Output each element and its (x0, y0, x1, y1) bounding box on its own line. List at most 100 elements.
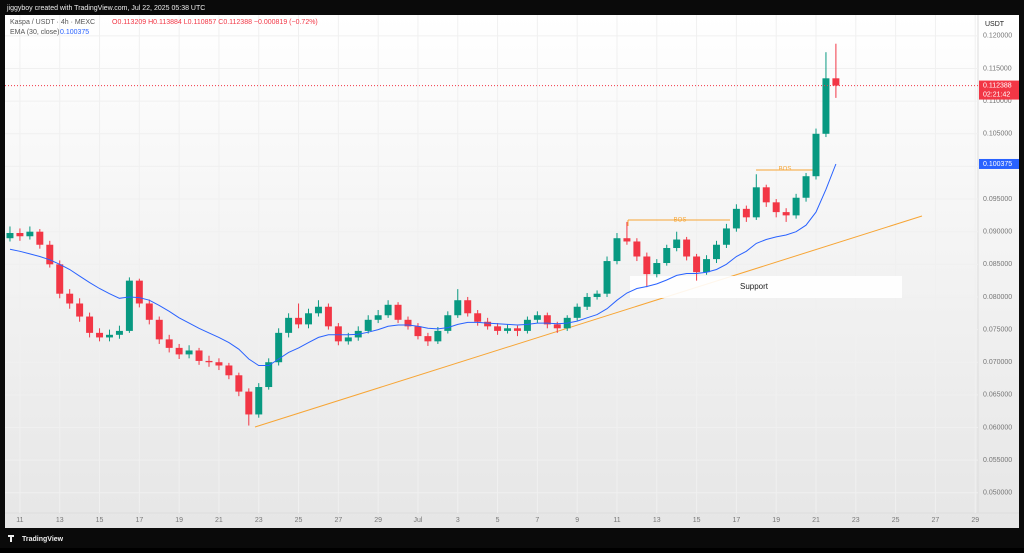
x-tick-label: 13 (56, 517, 64, 524)
candle-body (812, 133, 820, 177)
x-tick-label: 11 (16, 517, 23, 524)
candle-body (494, 326, 502, 331)
candle-body (195, 350, 203, 361)
candle-body (772, 202, 780, 213)
candle-body (802, 176, 810, 198)
y-tick-label: 0.050000 (983, 490, 1012, 497)
author-line: jiggyboy created with TradingView.com, J… (6, 5, 205, 12)
candle-body (16, 232, 24, 237)
x-tick-label: 29 (971, 517, 979, 524)
ema-price-label: 0.100375 (983, 161, 1012, 168)
brand: TradingView (22, 536, 64, 543)
ema-line (9, 163, 837, 366)
candle-body (484, 321, 492, 327)
candle-body (26, 231, 34, 237)
candle-body (334, 326, 342, 342)
x-tick-label: Jul (413, 517, 422, 524)
candle-body (633, 241, 641, 257)
candle-body (683, 239, 691, 257)
candle-body (115, 330, 123, 335)
candle-body (394, 304, 402, 320)
candle-body (762, 187, 770, 203)
x-tick-label: 25 (295, 517, 303, 524)
symbol: Kaspa / USDT · 4h · MEXC (10, 19, 95, 26)
candle-body (782, 212, 790, 216)
candle-body (66, 293, 74, 304)
y-tick-label: 0.060000 (983, 424, 1012, 431)
candle-body (464, 300, 472, 314)
brand-logo (8, 535, 14, 542)
candle-body (722, 228, 730, 245)
marks (5, 43, 978, 426)
x-tick-label: 13 (653, 517, 661, 524)
support-zone (630, 276, 902, 298)
candle-body (673, 239, 681, 249)
candle-body (374, 315, 382, 320)
candle-body (285, 317, 293, 333)
candle-body (255, 387, 263, 415)
candle-body (434, 330, 442, 342)
candle-body (165, 339, 173, 348)
candle-body (404, 319, 412, 327)
candle-body (305, 313, 312, 325)
x-tick-label: 27 (334, 517, 342, 524)
candle-body (235, 375, 243, 392)
y-tick-label: 0.120000 (983, 33, 1012, 40)
candle-body (583, 296, 591, 307)
candle-body (106, 334, 113, 338)
candle-body (384, 304, 392, 316)
candle-body (653, 263, 661, 275)
x-tick-label: 5 (496, 517, 500, 524)
candle-body (663, 248, 671, 264)
candle-body (543, 315, 551, 325)
x-tick-label: 15 (693, 517, 701, 524)
y-tick-label: 0.085000 (983, 261, 1012, 268)
candle-body (444, 315, 452, 331)
candle-body (205, 360, 213, 363)
candle-body (414, 326, 422, 337)
candle-body (643, 256, 651, 275)
candle-body (125, 280, 133, 331)
ema-legend-value: 0.100375 (60, 29, 89, 36)
candle-body (56, 264, 64, 294)
trend-line (254, 215, 923, 428)
ohlc-line: O0.113209 H0.113884 L0.110857 C0.112388 … (112, 19, 318, 26)
y-tick-label: 0.115000 (983, 65, 1012, 72)
candle-body (553, 324, 561, 329)
x-tick-label: 25 (892, 517, 900, 524)
y-tick-label: 0.110000 (983, 98, 1012, 105)
x-tick-label: 21 (215, 517, 223, 524)
candle-body (593, 293, 601, 297)
candle-body (832, 78, 840, 86)
candle-body (364, 319, 372, 331)
candle-body (145, 303, 153, 320)
candle-body (573, 306, 581, 318)
candle-body (275, 332, 283, 363)
x-tick-label: 9 (575, 517, 579, 524)
candle-body (295, 317, 303, 325)
y-tick-label: 0.065000 (983, 392, 1012, 399)
x-tick-label: 23 (255, 517, 263, 524)
grid (5, 15, 978, 513)
y-tick-label: 0.055000 (983, 457, 1012, 464)
candle-body (822, 78, 830, 134)
drawings: BOS BOS Support (254, 167, 923, 428)
candle-body (474, 313, 482, 322)
candle-body (713, 244, 720, 260)
y-tick-label: 0.090000 (983, 229, 1012, 236)
candle-body (86, 316, 94, 333)
candle-body (623, 238, 631, 242)
x-tick-label: 17 (732, 517, 740, 524)
candle-body (523, 319, 531, 331)
x-tick-label: 15 (96, 517, 104, 524)
y-tick-label: 0.105000 (983, 131, 1012, 138)
candle-body (225, 365, 233, 376)
x-tick-label: 27 (932, 517, 940, 524)
candle-body (603, 261, 611, 294)
bos-label: BOS (779, 167, 792, 173)
support-label: Support (740, 282, 769, 291)
candle-body (752, 187, 760, 218)
candle-body (265, 362, 273, 388)
